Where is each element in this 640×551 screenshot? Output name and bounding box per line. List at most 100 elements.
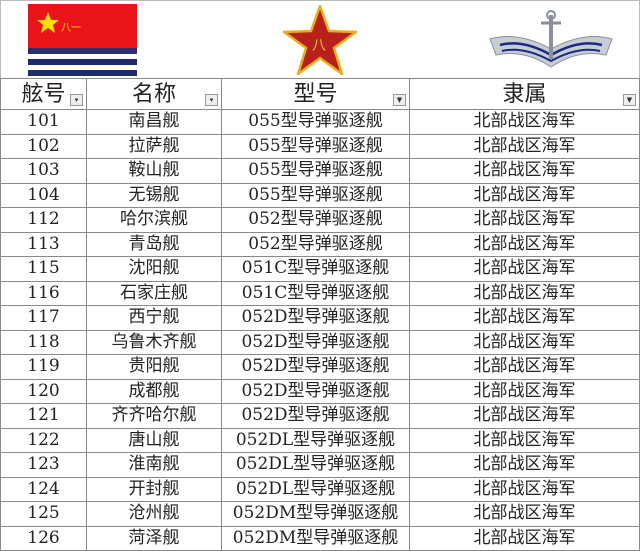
filter-active-icon[interactable]: ▼ <box>393 94 406 106</box>
table-row: 102 拉萨舰 055型导弹驱逐舰 北部战区海军 <box>0 133 640 159</box>
command-cell[interactable]: 北部战区海军 <box>409 525 640 551</box>
command-cell[interactable]: 北部战区海军 <box>409 476 640 502</box>
hull-number-cell[interactable]: 112 <box>0 207 87 233</box>
hull-number-cell[interactable]: 116 <box>0 280 87 306</box>
ship-name-cell[interactable]: 无锡舰 <box>86 182 222 208</box>
hull-number-cell[interactable]: 120 <box>0 378 87 404</box>
column-header-label: 舷号 <box>21 81 66 107</box>
command-cell[interactable]: 北部战区海军 <box>409 452 640 478</box>
ship-name-cell[interactable]: 淮南舰 <box>86 452 222 478</box>
svg-text:八: 八 <box>312 38 326 54</box>
ship-name-cell[interactable]: 唐山舰 <box>86 427 222 453</box>
ship-type-cell[interactable]: 051C型导弹驱逐舰 <box>221 256 410 282</box>
command-cell[interactable]: 北部战区海军 <box>409 501 640 527</box>
command-cell[interactable]: 北部战区海军 <box>409 207 640 233</box>
ship-type-cell[interactable]: 055型导弹驱逐舰 <box>221 109 410 135</box>
ship-name-cell[interactable]: 菏泽舰 <box>86 525 222 551</box>
ship-name-cell[interactable]: 贵阳舰 <box>86 354 222 380</box>
ship-type-cell[interactable]: 055型导弹驱逐舰 <box>221 158 410 184</box>
hull-number-cell[interactable]: 101 <box>0 109 87 135</box>
column-header: 型号 ▼ <box>221 78 410 110</box>
ship-name-cell[interactable]: 西宁舰 <box>86 305 222 331</box>
ship-name-cell[interactable]: 石家庄舰 <box>86 280 222 306</box>
filter-dropdown-icon[interactable]: ▾ <box>70 94 83 106</box>
table-row: 112 哈尔滨舰 052型导弹驱逐舰 北部战区海军 <box>0 207 640 233</box>
column-header: 名称 ▾ <box>86 78 222 110</box>
ship-name-cell[interactable]: 青岛舰 <box>86 231 222 257</box>
ship-name-cell[interactable]: 齐齐哈尔舰 <box>86 403 222 429</box>
ship-type-cell[interactable]: 052DL型导弹驱逐舰 <box>221 452 410 478</box>
hull-number-cell[interactable]: 123 <box>0 452 87 478</box>
hull-number-cell[interactable]: 103 <box>0 158 87 184</box>
hull-number-cell[interactable]: 124 <box>0 476 87 502</box>
svg-text:八一: 八一 <box>61 23 81 34</box>
ship-type-cell[interactable]: 052DM型导弹驱逐舰 <box>221 501 410 527</box>
table-row: 122 唐山舰 052DL型导弹驱逐舰 北部战区海军 <box>0 427 640 453</box>
command-cell[interactable]: 北部战区海军 <box>409 329 640 355</box>
command-cell[interactable]: 北部战区海军 <box>409 354 640 380</box>
command-cell[interactable]: 北部战区海军 <box>409 280 640 306</box>
command-cell[interactable]: 北部战区海军 <box>409 256 640 282</box>
ship-type-cell[interactable]: 052DL型导弹驱逐舰 <box>221 427 410 453</box>
command-cell[interactable]: 北部战区海军 <box>409 182 640 208</box>
command-cell[interactable]: 北部战区海军 <box>409 109 640 135</box>
hull-number-cell[interactable]: 102 <box>0 133 87 159</box>
banner: 八一 八 <box>0 0 640 79</box>
command-cell[interactable]: 北部战区海军 <box>409 427 640 453</box>
ship-type-cell[interactable]: 052型导弹驱逐舰 <box>221 231 410 257</box>
ship-type-cell[interactable]: 052DM型导弹驱逐舰 <box>221 525 410 551</box>
ship-name-cell[interactable]: 哈尔滨舰 <box>86 207 222 233</box>
table-row: 126 菏泽舰 052DM型导弹驱逐舰 北部战区海军 <box>0 525 640 551</box>
table-row: 120 成都舰 052D型导弹驱逐舰 北部战区海军 <box>0 378 640 404</box>
ship-name-cell[interactable]: 开封舰 <box>86 476 222 502</box>
ship-type-cell[interactable]: 055型导弹驱逐舰 <box>221 133 410 159</box>
hull-number-cell[interactable]: 115 <box>0 256 87 282</box>
hull-number-cell[interactable]: 113 <box>0 231 87 257</box>
filter-dropdown-icon[interactable]: ▾ <box>205 94 218 106</box>
table-row: 117 西宁舰 052D型导弹驱逐舰 北部战区海军 <box>0 305 640 331</box>
ship-name-cell[interactable]: 鞍山舰 <box>86 158 222 184</box>
ship-name-cell[interactable]: 南昌舰 <box>86 109 222 135</box>
hull-number-cell[interactable]: 104 <box>0 182 87 208</box>
command-cell[interactable]: 北部战区海军 <box>409 305 640 331</box>
hull-number-cell[interactable]: 122 <box>0 427 87 453</box>
navy-anchor-emblem-icon <box>489 10 613 68</box>
hull-number-cell[interactable]: 121 <box>0 403 87 429</box>
ship-type-cell[interactable]: 052D型导弹驱逐舰 <box>221 305 410 331</box>
ship-name-cell[interactable]: 沈阳舰 <box>86 256 222 282</box>
ship-type-cell[interactable]: 052D型导弹驱逐舰 <box>221 403 410 429</box>
filter-active-icon[interactable]: ▼ <box>623 94 636 106</box>
hull-number-cell[interactable]: 126 <box>0 525 87 551</box>
ship-type-cell[interactable]: 052D型导弹驱逐舰 <box>221 329 410 355</box>
table-row: 125 沧州舰 052DM型导弹驱逐舰 北部战区海军 <box>0 501 640 527</box>
table-row: 101 南昌舰 055型导弹驱逐舰 北部战区海军 <box>0 109 640 135</box>
ship-name-cell[interactable]: 乌鲁木齐舰 <box>86 329 222 355</box>
ship-type-cell[interactable]: 052型导弹驱逐舰 <box>221 207 410 233</box>
column-header-label: 名称 <box>131 81 176 107</box>
ship-type-cell[interactable]: 052D型导弹驱逐舰 <box>221 378 410 404</box>
table-row: 121 齐齐哈尔舰 052D型导弹驱逐舰 北部战区海军 <box>0 403 640 429</box>
command-cell[interactable]: 北部战区海军 <box>409 133 640 159</box>
hull-number-cell[interactable]: 117 <box>0 305 87 331</box>
column-header-label: 隶属 <box>502 81 547 107</box>
command-cell[interactable]: 北部战区海军 <box>409 403 640 429</box>
ship-name-cell[interactable]: 成都舰 <box>86 378 222 404</box>
table-row: 123 淮南舰 052DL型导弹驱逐舰 北部战区海军 <box>0 452 640 478</box>
hull-number-cell[interactable]: 118 <box>0 329 87 355</box>
ship-type-cell[interactable]: 052D型导弹驱逐舰 <box>221 354 410 380</box>
ship-type-cell[interactable]: 055型导弹驱逐舰 <box>221 182 410 208</box>
ship-type-cell[interactable]: 052DL型导弹驱逐舰 <box>221 476 410 502</box>
ship-name-cell[interactable]: 沧州舰 <box>86 501 222 527</box>
hull-number-cell[interactable]: 119 <box>0 354 87 380</box>
ship-name-cell[interactable]: 拉萨舰 <box>86 133 222 159</box>
column-header-label: 型号 <box>293 81 338 107</box>
ship-type-cell[interactable]: 051C型导弹驱逐舰 <box>221 280 410 306</box>
table-row: 103 鞍山舰 055型导弹驱逐舰 北部战区海军 <box>0 158 640 184</box>
command-cell[interactable]: 北部战区海军 <box>409 378 640 404</box>
ship-table: 舷号 ▾ 名称 ▾ 型号 ▼ 隶属 ▼ 101 南昌舰 055型导弹驱逐舰 北部战区海军 102 拉萨舰… <box>0 78 640 551</box>
command-cell[interactable]: 北部战区海军 <box>409 231 640 257</box>
table-row: 124 开封舰 052DL型导弹驱逐舰 北部战区海军 <box>0 476 640 502</box>
command-cell[interactable]: 北部战区海军 <box>409 158 640 184</box>
table-row: 113 青岛舰 052型导弹驱逐舰 北部战区海军 <box>0 231 640 257</box>
hull-number-cell[interactable]: 125 <box>0 501 87 527</box>
